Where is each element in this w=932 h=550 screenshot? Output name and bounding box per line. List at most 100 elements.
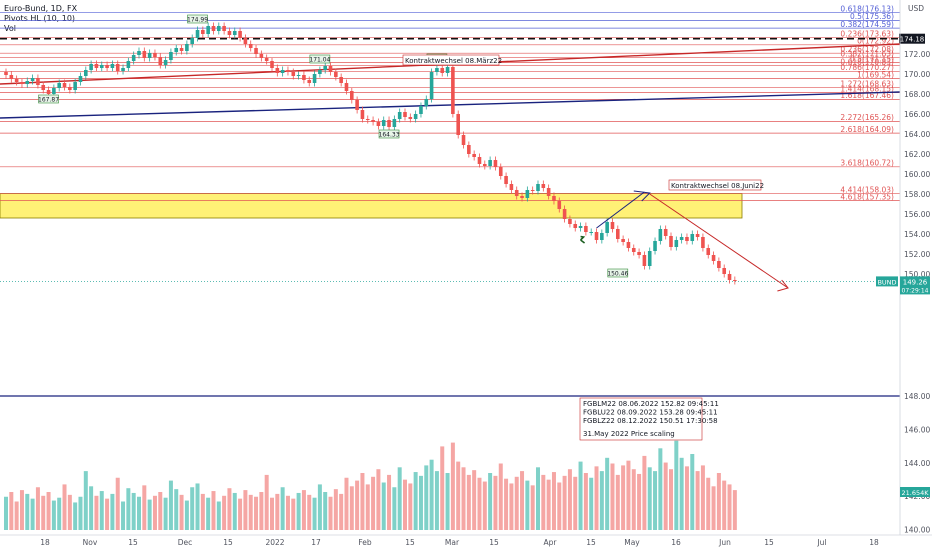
volume-bar [216,501,221,530]
x-tick-label: 15 [586,538,596,547]
volume-bar [387,474,392,530]
candle-body [328,66,333,72]
candle-body [456,114,460,135]
candle-body [115,64,120,71]
volume-bar [360,473,365,530]
candle-body [467,145,471,154]
y-tick-label: 158.00 [904,190,930,199]
volume-bar [105,498,110,530]
volume-bar [711,486,716,530]
volume-bar [323,492,328,530]
volume-bar [551,472,556,530]
candle-body [20,82,24,84]
contract-march-box [402,54,500,66]
fib-label: 1.272(168.63) [840,80,894,89]
pivot-label: 171.04 [309,57,330,64]
volume-bar [280,487,285,530]
volume-bar [610,463,615,530]
candle-body [232,31,237,35]
candle-body [509,184,514,190]
candle-body [631,248,636,252]
volume-bar [381,482,386,530]
volume-bar [67,494,72,530]
volume-bars [4,440,737,530]
volume-bar [264,474,269,530]
candle-body [350,91,354,100]
volume-bar [270,497,274,530]
candle-body [174,48,179,52]
candle-body [254,48,258,54]
volume-bar [392,487,397,530]
candle-body [137,51,141,55]
candle-body [25,81,30,84]
volume-bar [158,492,163,530]
volume-bar [4,496,8,530]
candle-body [440,68,445,73]
x-tick-label: 16 [671,538,681,547]
volume-bar [179,494,184,530]
candle-body [73,82,77,90]
candle-body [147,53,152,58]
volume-bar [690,454,695,530]
volume-bar [174,489,179,530]
candle-body [222,26,226,31]
volume-bar [493,475,498,530]
candle-body [504,176,508,184]
x-tick-label: Mar [445,538,460,547]
annotations: 167.87174.99171.04171.15164.33150.46Kont… [38,14,764,441]
candle-body [99,65,104,68]
candle-body [429,72,434,99]
chart-legend: Euro-Bund, 1D, FX Pivots HL (10, 10) Vol [4,4,77,34]
candle-body [578,226,583,228]
candle-body [647,251,652,266]
candle-body [227,31,232,35]
volume-bar [727,484,732,530]
volume-bar [131,492,136,530]
volume-bar [99,491,104,530]
candle-body [376,122,381,126]
candle-body [642,255,647,266]
volume-bar [403,479,407,530]
contract-line: FGBLM22 08.06.2022 152.82 09:45:11 [583,400,719,408]
up-arrow-line [596,191,645,229]
last-price-value: 149.26 [903,278,928,286]
volume-bar [583,473,588,530]
volume-bar [227,488,232,530]
candle-body [546,188,551,196]
candle-body [483,164,487,166]
candle-body [195,30,200,38]
y-tick-label: 160.00 [904,170,930,179]
volume-bar [121,501,126,530]
candle-body [488,160,492,166]
candle-body [275,68,280,73]
volume-bar [163,497,168,530]
volume-bar [631,469,636,530]
volume-bar [461,467,466,530]
volume-bar [110,493,115,530]
blue-trend-line [0,91,901,119]
candle-body [408,117,413,119]
candle-body [360,110,365,119]
candle-body [568,219,572,224]
volume-bar [716,473,721,530]
volume-bar [339,493,344,530]
volume-bar [254,496,259,530]
dashed-level-tag [899,33,925,44]
candle-body [669,236,673,247]
fib-label: 1.414(168.15) [840,84,894,93]
green-marker [579,235,586,244]
volume-bar [307,494,312,530]
x-tick-label: Nov [83,538,98,547]
candle-body [355,100,359,110]
candle-body [52,88,56,94]
candle-body [264,58,269,61]
volume-bar [615,474,620,530]
fib-label: 0.236(173.63) [840,30,894,39]
fib-label: 0.5(175.36) [850,12,894,21]
x-tick-label: 15 [489,538,499,547]
x-tick-label: Dec [178,538,193,547]
volume-bar [466,474,471,530]
fib-label: 1.618(167.46) [840,91,894,100]
